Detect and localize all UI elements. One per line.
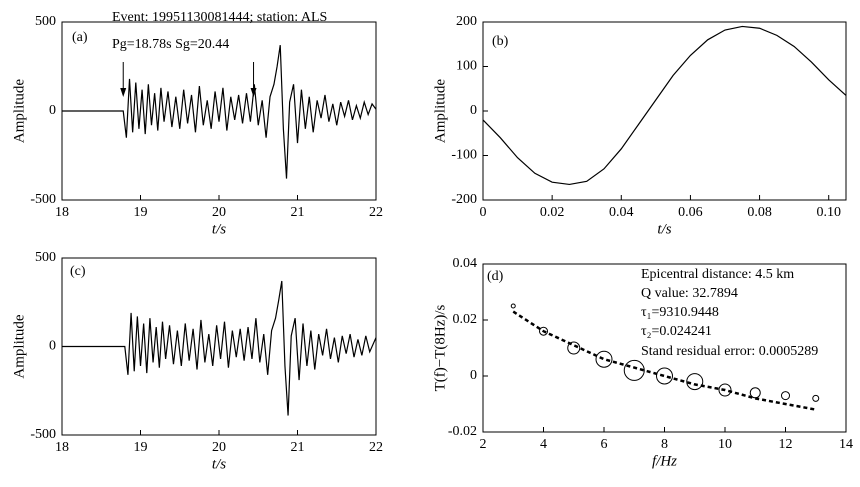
x-tick-label: 14 [839,437,853,452]
fit-line [512,310,816,411]
x-tick-label: 21 [291,440,305,455]
y-tick-label: 0 [49,339,56,354]
y-tick-label: -500 [30,427,56,442]
x-tick-label: 22 [369,205,383,220]
y-tick-label: 500 [35,14,56,29]
x-tick-label: 6 [601,437,608,452]
x-tick-label: 0.06 [678,205,703,220]
annotation: τ₂=0.024241 [641,324,712,339]
y-tick-label: -100 [451,148,477,163]
x-tick-label: 0 [480,205,487,220]
x-tick-label: 20 [212,440,226,455]
y-tick-label: 0.02 [453,312,478,327]
x-tick-label: 22 [369,440,383,455]
annotation: Pg=18.78s Sg=20.44 [112,37,229,52]
x-tick-label: 19 [134,205,148,220]
y-axis-label: Amplitude [11,314,27,379]
x-axis-label: t/s [212,221,226,237]
x-axis-label: t/s [657,221,671,237]
data-point [567,341,581,355]
x-tick-label: 4 [540,437,547,452]
data-point [510,303,516,309]
x-tick-label: 2 [480,437,487,452]
y-tick-label: -0.02 [448,424,477,439]
annotation: Event: 19951130081444; station: ALS [112,10,327,25]
y-axis-label: Amplitude [432,79,448,144]
data-point [812,394,820,402]
x-tick-label: 0.10 [816,205,841,220]
y-tick-label: -200 [451,192,477,207]
x-tick-label: 10 [718,437,732,452]
panel-label: (a) [72,30,88,45]
panel-label: (d) [487,269,504,284]
x-tick-label: 19 [134,440,148,455]
x-tick-label: 18 [55,440,69,455]
x-tick-label: 12 [779,437,793,452]
y-tick-label: 0.04 [453,256,478,271]
annotation: Q value: 32.7894 [641,286,738,301]
x-tick-label: 0.08 [747,205,772,220]
data-point [781,391,790,401]
x-tick-label: 18 [55,205,69,220]
waveform [62,45,377,179]
data-point [718,383,732,397]
x-tick-label: 21 [291,205,305,220]
data-point [686,373,704,391]
x-axis-label: t/s [212,456,226,472]
y-tick-label: 0 [49,103,56,118]
y-tick-label: 0 [470,368,477,383]
y-tick-label: 200 [456,14,477,29]
panel-label: (c) [70,264,86,279]
waveform [62,280,377,416]
arrow-head [120,88,127,97]
annotation: Epicentral distance: 4.5 km [641,267,794,282]
annotation: Stand residual error: 0.0005289 [641,344,818,359]
y-axis-label: Amplitude [11,79,27,144]
y-tick-label: 0 [470,103,477,118]
panel-label: (b) [492,34,509,49]
x-tick-label: 8 [661,437,668,452]
data-point [595,350,613,368]
x-axis-label: f/Hz [652,453,677,469]
data-point [623,359,645,381]
data-point [749,387,761,399]
x-tick-label: 0.02 [540,205,565,220]
x-tick-label: 20 [212,205,226,220]
annotation: τ₁=9310.9448 [641,305,719,320]
y-tick-label: 500 [35,250,56,265]
y-axis-label: T(f)−T(8Hz)/s [432,304,448,391]
x-tick-label: 0.04 [609,205,634,220]
plot-frame [482,21,847,201]
y-tick-label: 100 [456,59,477,74]
data-point [539,326,548,336]
y-tick-label: -500 [30,192,56,207]
waveform [482,25,847,186]
data-point [656,367,673,385]
